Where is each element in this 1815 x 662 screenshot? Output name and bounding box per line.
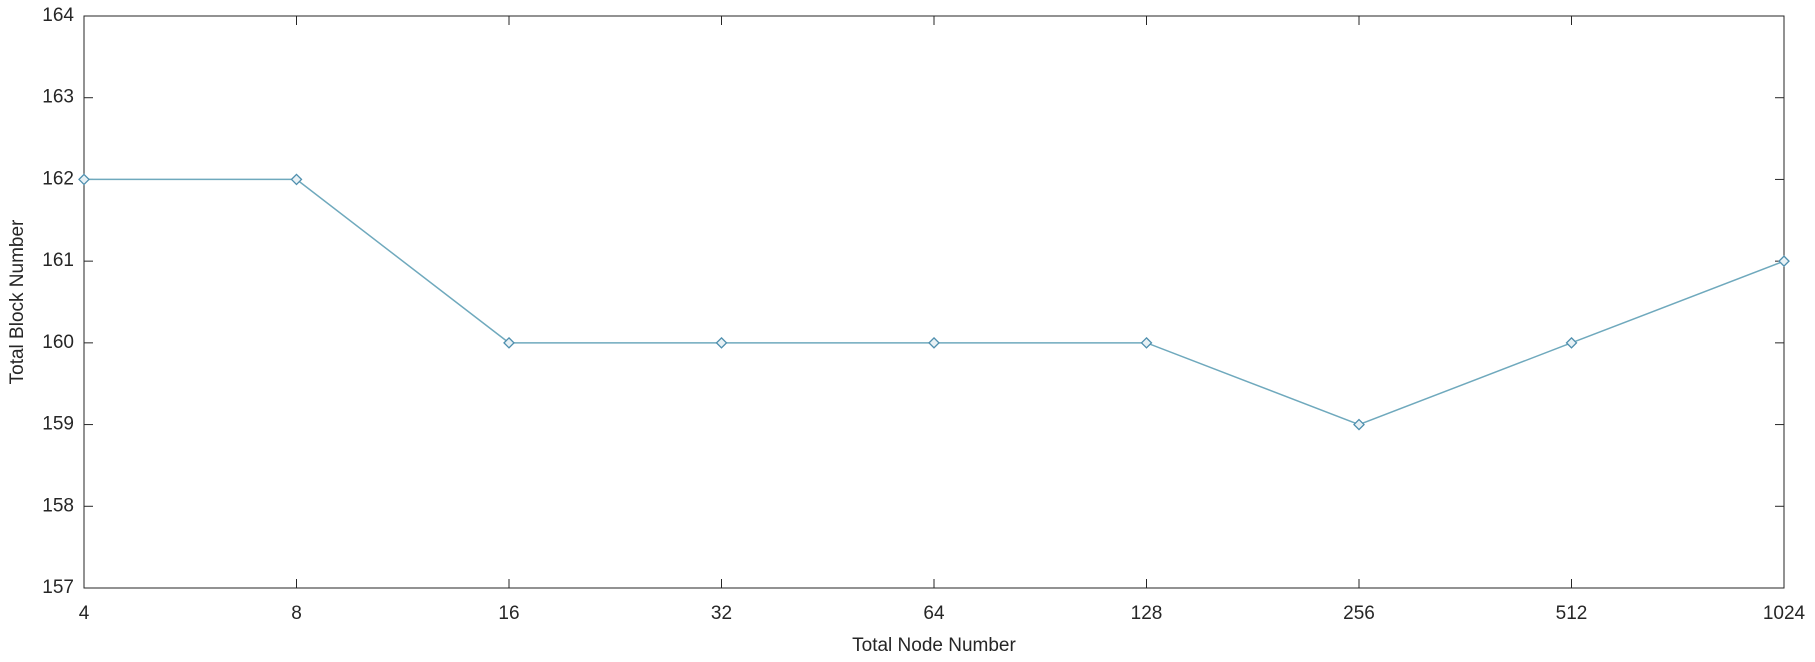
x-tick-label: 128 [1131,603,1163,624]
data-point [503,336,515,349]
x-tick-label: 16 [498,603,519,624]
y-tick-label: 158 [42,495,74,516]
y-tick-label: 161 [42,250,74,271]
data-point [1353,418,1365,431]
data-point [715,336,728,349]
data-point [928,336,940,349]
y-tick-label: 157 [42,577,74,598]
y-tick-label: 164 [42,5,74,26]
y-tick-label: 163 [42,87,74,108]
data-point [1778,255,1790,268]
series-line [84,178,1785,426]
data-point [290,173,303,186]
y-axis-label: Total Block Number [7,219,28,384]
y-tick-label: 160 [42,332,74,353]
x-tick-label: 512 [1556,603,1588,624]
x-tick-label: 64 [923,603,945,624]
x-tick-label: 32 [711,603,732,624]
x-tick-label: 1024 [1763,603,1806,624]
data-point [1140,336,1153,349]
plot-frame [83,15,1785,589]
data-point [78,173,90,186]
y-tick-label: 159 [42,414,74,435]
data-point [1565,336,1578,349]
y-tick-label: 162 [42,168,74,189]
x-tick-label: 4 [79,603,90,624]
x-axis-label: Total Node Number [852,635,1016,656]
x-tick-label: 8 [291,603,302,624]
x-tick-label: 256 [1343,603,1375,624]
